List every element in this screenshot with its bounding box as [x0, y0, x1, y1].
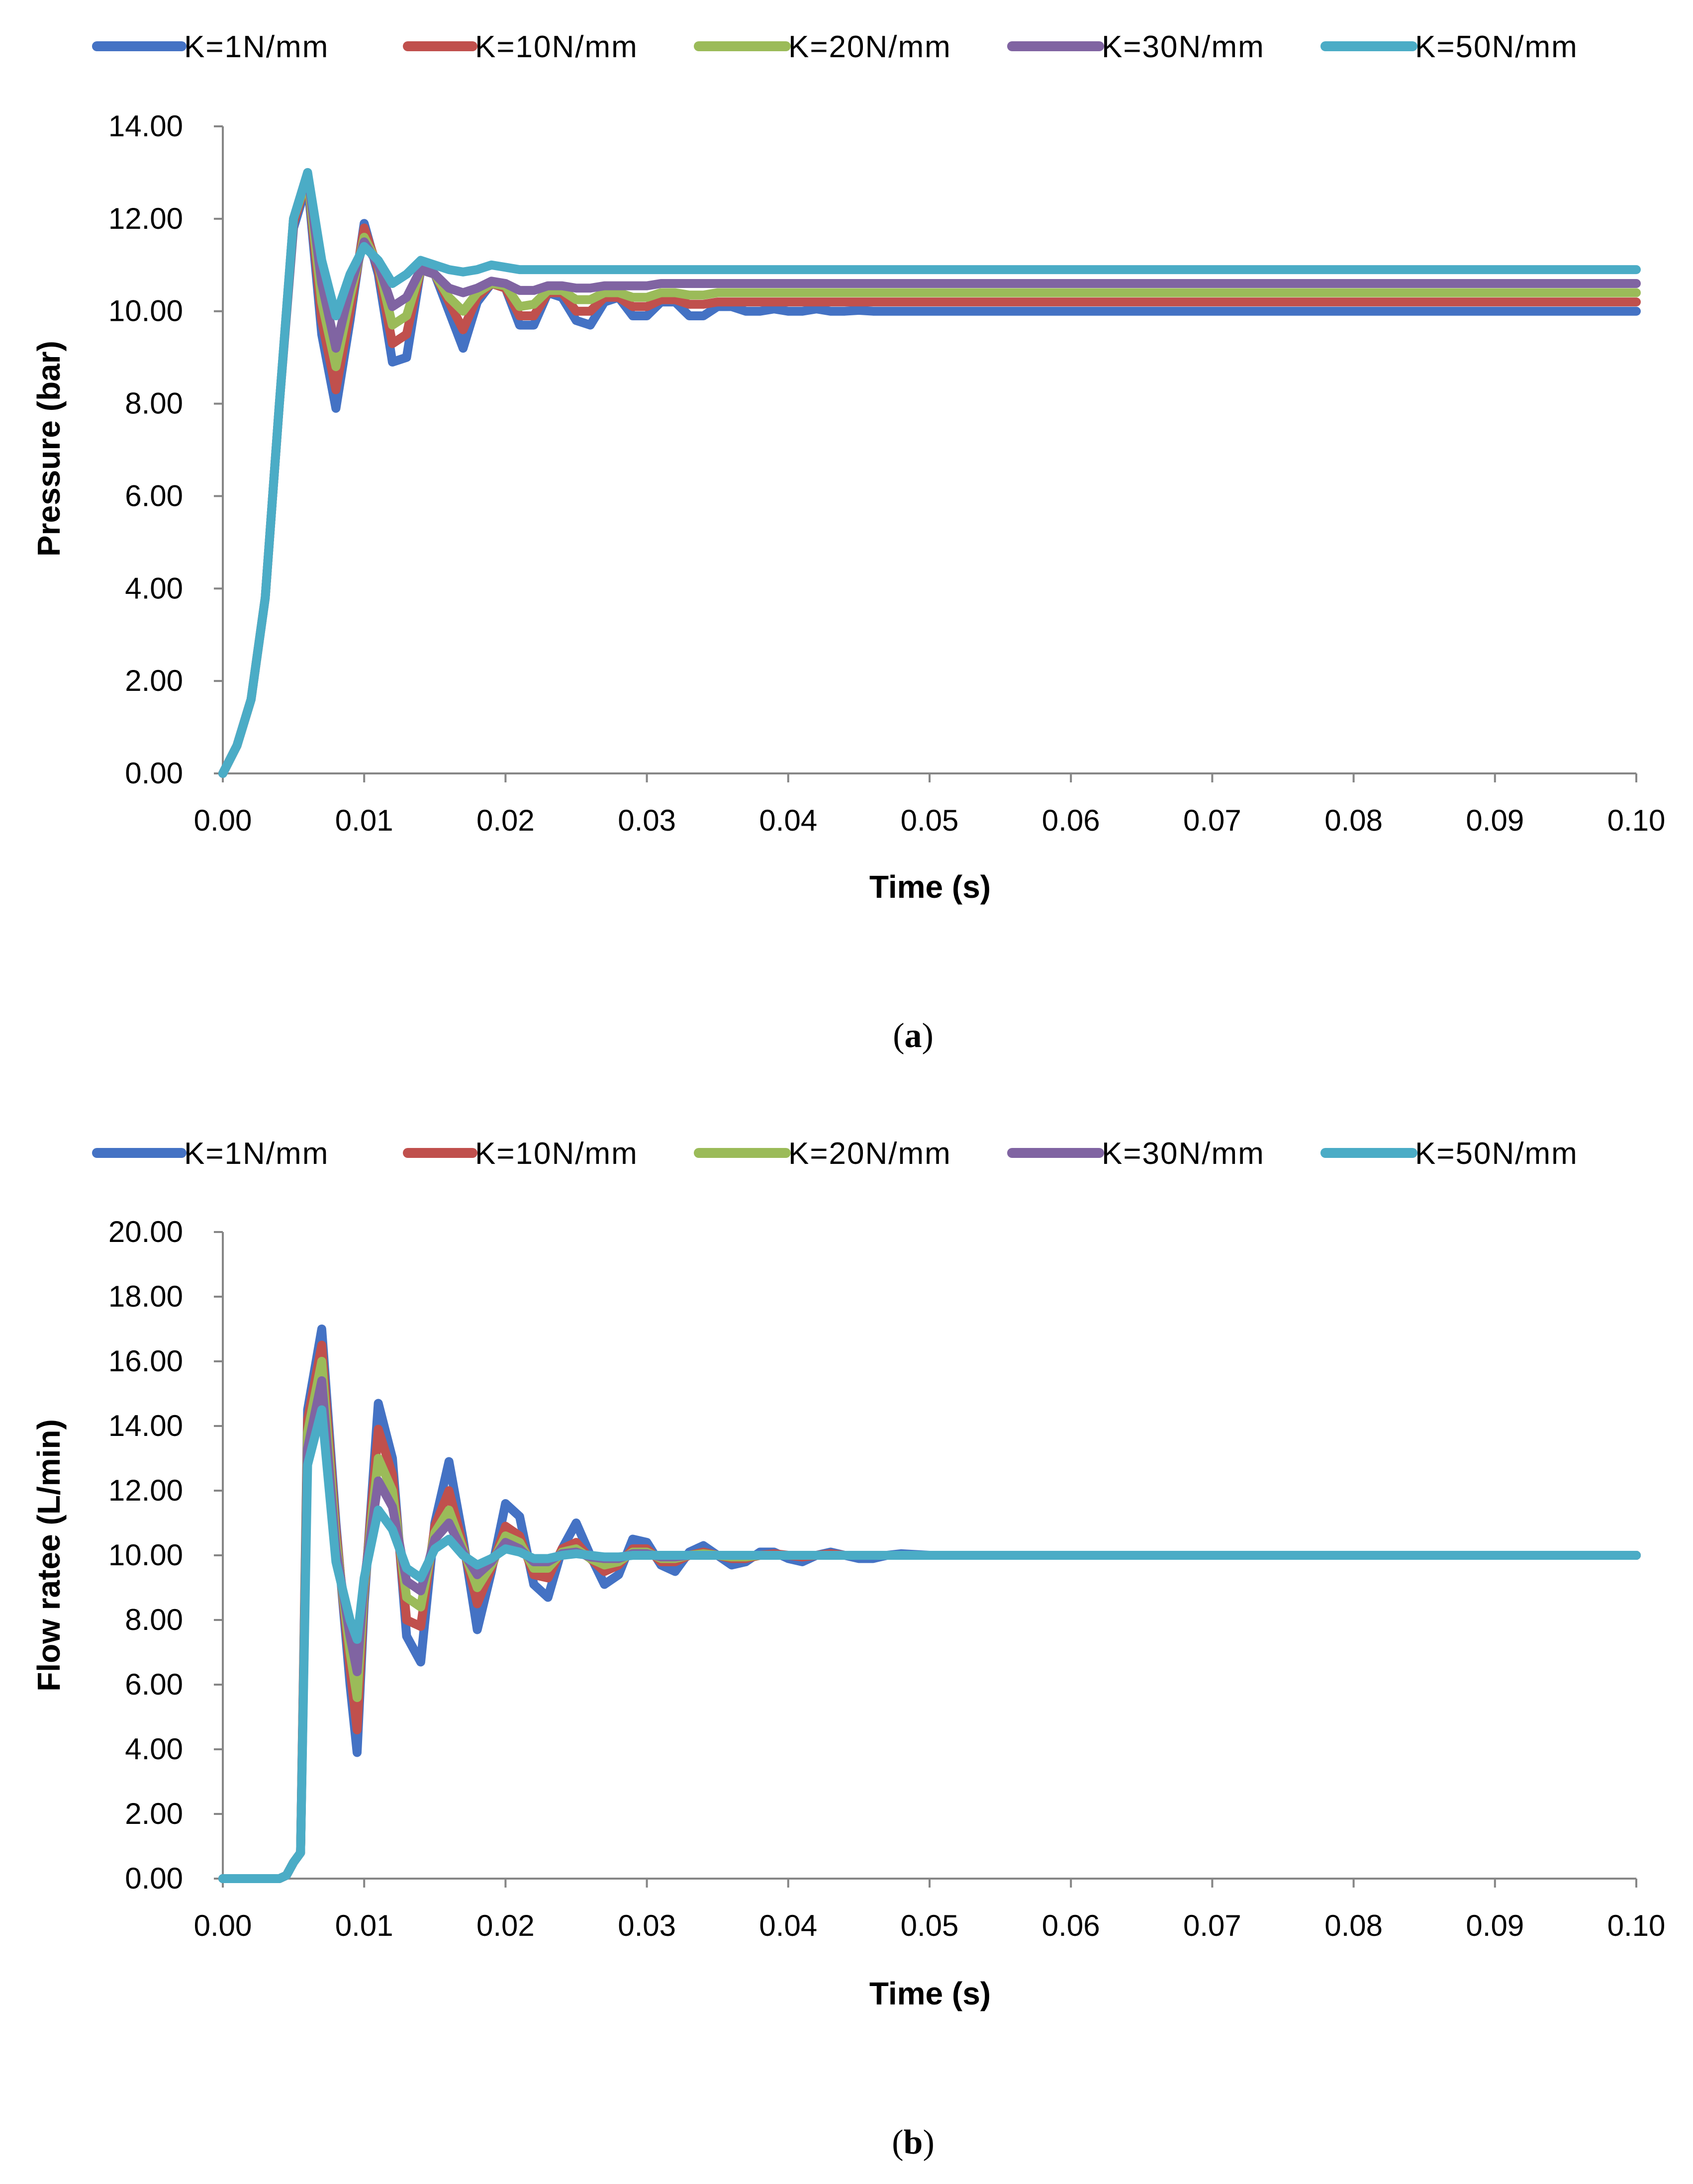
- x-tick-label: 0.02: [476, 1909, 535, 1942]
- x-tick-label: 0.04: [759, 1909, 817, 1942]
- y-tick-label: 6.00: [125, 1668, 183, 1701]
- y-tick-label: 0.00: [125, 1862, 183, 1895]
- legend-label-k30: K=30N/mm: [1102, 1137, 1265, 1171]
- legend-item-k1: K=1N/mm: [92, 30, 329, 64]
- legend-label-k50: K=50N/mm: [1415, 30, 1578, 64]
- x-tick-label: 0.09: [1466, 1909, 1524, 1942]
- legend-item-k50: K=50N/mm: [1320, 1137, 1578, 1171]
- legend-item-k1: K=1N/mm: [92, 1137, 329, 1171]
- legend-item-k20: K=20N/mm: [694, 1137, 951, 1171]
- panel-caption-b-letter: b: [904, 2123, 923, 2162]
- y-tick-label: 16.00: [108, 1344, 183, 1378]
- legend-label-k1: K=1N/mm: [184, 30, 329, 64]
- y-tick-label: 10.00: [108, 294, 183, 328]
- x-tick-label: 0.07: [1183, 1909, 1241, 1942]
- legend-item-k30: K=30N/mm: [1007, 30, 1265, 64]
- y-tick-label: 14.00: [108, 1409, 183, 1442]
- legend-label-k20: K=20N/mm: [788, 1137, 951, 1171]
- legend: K=1N/mm K=10N/mm K=20N/mm K=30N/mm K=50N…: [92, 1137, 1578, 1171]
- y-tick-label: 6.00: [125, 479, 183, 512]
- x-axis-title: Time (s): [869, 869, 991, 905]
- x-tick-label: 0.02: [476, 804, 535, 837]
- pressure-chart: K=1N/mm K=10N/mm K=20N/mm K=30N/mm K=50N…: [31, 30, 1665, 1055]
- legend-item-k10: K=10N/mm: [403, 30, 638, 64]
- y-tick-label: 12.00: [108, 1474, 183, 1507]
- flow-rate-chart: K=1N/mm K=10N/mm K=20N/mm K=30N/mm K=50N…: [31, 1137, 1665, 2162]
- x-tick-label: 0.07: [1183, 804, 1241, 837]
- legend-label-k10: K=10N/mm: [475, 1137, 638, 1171]
- x-tick-label: 0.04: [759, 804, 817, 837]
- y-axis-ticks: 0.00 2.00 4.00 6.00 8.00 10.00 12.00 14.00: [108, 109, 223, 790]
- y-axis-title: Flow ratee (L/min): [31, 1419, 67, 1692]
- panel-caption-a: (a): [893, 1017, 934, 1055]
- x-tick-label: 0.05: [901, 804, 959, 837]
- panel-caption-b: (b): [892, 2123, 935, 2162]
- series-line-k1: [218, 1325, 1641, 1883]
- x-tick-label: 0.03: [618, 1909, 676, 1942]
- panel-caption-a-letter: a: [905, 1017, 922, 1055]
- series-line-k20: [218, 1357, 1641, 1883]
- x-tick-label: 0.10: [1607, 1909, 1666, 1942]
- legend-label-k50: K=50N/mm: [1415, 1137, 1578, 1171]
- legend-item-k20: K=20N/mm: [694, 30, 951, 64]
- x-tick-label: 0.00: [194, 1909, 252, 1942]
- x-axis-ticks: 0.00 0.01 0.02 0.03 0.04 0.05 0.06 0.07 0.08 0.09…: [194, 1879, 1666, 1942]
- series-line-k50: [218, 168, 1641, 778]
- legend-label-k10: K=10N/mm: [475, 30, 638, 64]
- y-tick-label: 14.00: [108, 109, 183, 143]
- y-tick-label: 4.00: [125, 571, 183, 605]
- x-axis-title: Time (s): [869, 1976, 991, 2011]
- legend-label-k30: K=30N/mm: [1102, 30, 1265, 64]
- y-tick-label: 20.00: [108, 1215, 183, 1248]
- series-lines: [218, 168, 1641, 778]
- x-tick-label: 0.00: [194, 804, 252, 837]
- legend-item-k10: K=10N/mm: [403, 1137, 638, 1171]
- series-line-k10: [218, 1340, 1641, 1883]
- y-axis-title: Pressure (bar): [31, 341, 67, 557]
- x-tick-label: 0.05: [901, 1909, 959, 1942]
- y-tick-label: 4.00: [125, 1732, 183, 1766]
- legend-item-k50: K=50N/mm: [1320, 30, 1578, 64]
- legend-label-k20: K=20N/mm: [788, 30, 951, 64]
- x-tick-label: 0.08: [1324, 1909, 1383, 1942]
- y-tick-label: 0.00: [125, 757, 183, 790]
- x-tick-label: 0.01: [335, 1909, 393, 1942]
- x-axis-ticks: 0.00 0.01 0.02 0.03 0.04 0.05 0.06 0.07 0.08 0.09…: [194, 773, 1666, 837]
- series-line-k50: [218, 1405, 1641, 1883]
- series-lines: [218, 1325, 1641, 1883]
- y-tick-label: 10.00: [108, 1538, 183, 1572]
- x-tick-label: 0.03: [618, 804, 676, 837]
- y-tick-label: 18.00: [108, 1280, 183, 1313]
- y-tick-label: 2.00: [125, 1797, 183, 1830]
- y-axis-ticks: 0.00 2.00 4.00 6.00 8.00 10.00 12.00 14.00 16.00…: [108, 1215, 223, 1895]
- x-tick-label: 0.06: [1042, 804, 1100, 837]
- x-tick-label: 0.08: [1324, 804, 1383, 837]
- legend: K=1N/mm K=10N/mm K=20N/mm K=30N/mm K=50N…: [92, 30, 1578, 64]
- legend-item-k30: K=30N/mm: [1007, 1137, 1265, 1171]
- series-line-k30: [218, 1376, 1641, 1883]
- x-tick-label: 0.06: [1042, 1909, 1100, 1942]
- x-tick-label: 0.10: [1607, 804, 1666, 837]
- y-tick-label: 12.00: [108, 202, 183, 235]
- y-tick-label: 8.00: [125, 387, 183, 420]
- x-tick-label: 0.09: [1466, 804, 1524, 837]
- legend-label-k1: K=1N/mm: [184, 1137, 329, 1171]
- x-tick-label: 0.01: [335, 804, 393, 837]
- y-tick-label: 8.00: [125, 1603, 183, 1636]
- y-tick-label: 2.00: [125, 664, 183, 697]
